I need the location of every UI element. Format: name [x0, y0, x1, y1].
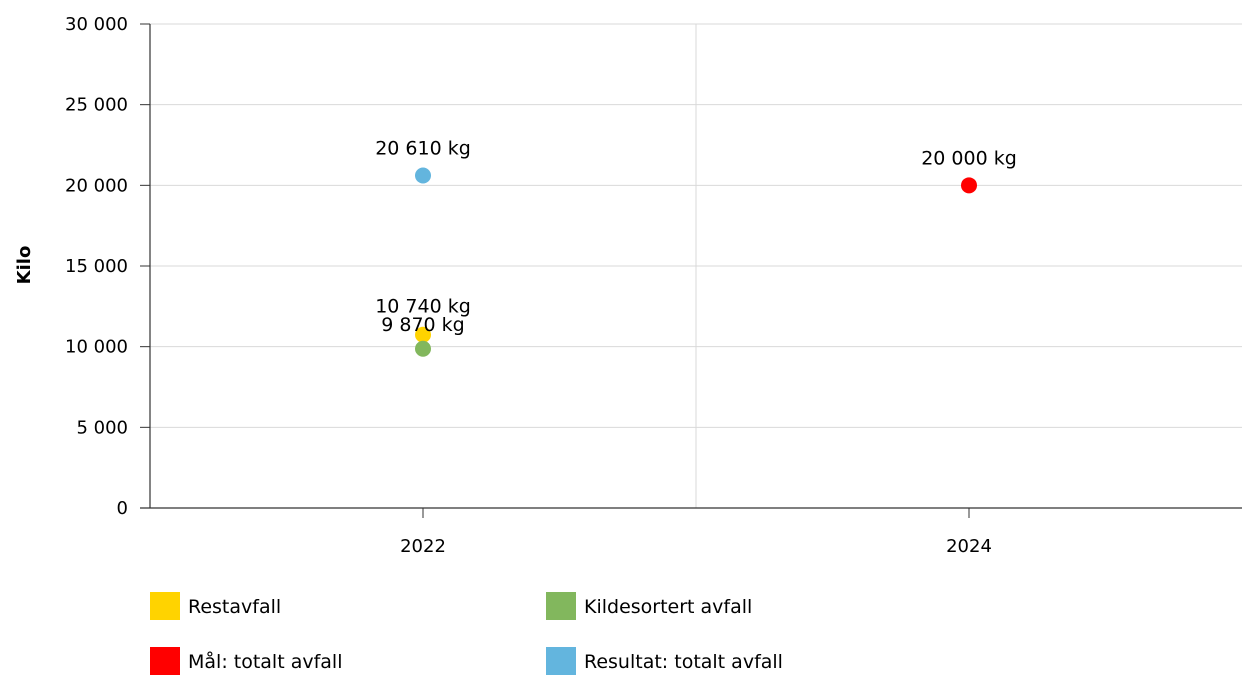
- data-label: 20 000 kg: [921, 147, 1017, 169]
- data-point: [415, 167, 431, 184]
- y-tick-label: 30 000: [65, 14, 128, 35]
- legend-swatch: [546, 592, 576, 620]
- legend-label: Restavfall: [188, 596, 281, 618]
- legend-label: Kildesortert avfall: [584, 596, 752, 618]
- legend: Restavfall Kildesortert avfall Mål: totalt…: [150, 592, 783, 675]
- legend-swatch: [150, 592, 180, 620]
- data-labels: 10 740 kg9 870 kg 20 000 kg 20 610 kg: [375, 137, 1017, 335]
- y-tick-label: 20 000: [65, 175, 128, 196]
- grid: [150, 23, 1242, 508]
- legend-label: Resultat: totalt avfall: [584, 651, 783, 673]
- legend-swatch: [150, 647, 180, 675]
- data-point: [415, 340, 431, 357]
- data-label: 10 740 kg: [375, 296, 471, 318]
- data-points: [415, 167, 977, 357]
- y-tick-label: 10 000: [65, 337, 128, 358]
- legend-swatch: [546, 647, 576, 675]
- legend-label: Mål: totalt avfall: [188, 650, 342, 673]
- y-tick-label: 15 000: [65, 256, 128, 277]
- y-tick-label: 0: [117, 498, 128, 519]
- y-axis-title: Kilo: [14, 246, 35, 285]
- y-tick-label: 25 000: [65, 95, 128, 116]
- x-tick-label: 2022: [400, 536, 446, 557]
- x-tick-label: 2024: [946, 536, 992, 557]
- data-label: 9 870 kg: [381, 314, 465, 336]
- y-tick-label: 5 000: [76, 417, 128, 438]
- data-point: [415, 326, 431, 343]
- axes: 0 5 000 10 000 15 000 20 000 25 000 30 000 2022…: [65, 14, 1242, 557]
- data-point: [961, 177, 977, 194]
- data-label: 20 610 kg: [375, 137, 471, 159]
